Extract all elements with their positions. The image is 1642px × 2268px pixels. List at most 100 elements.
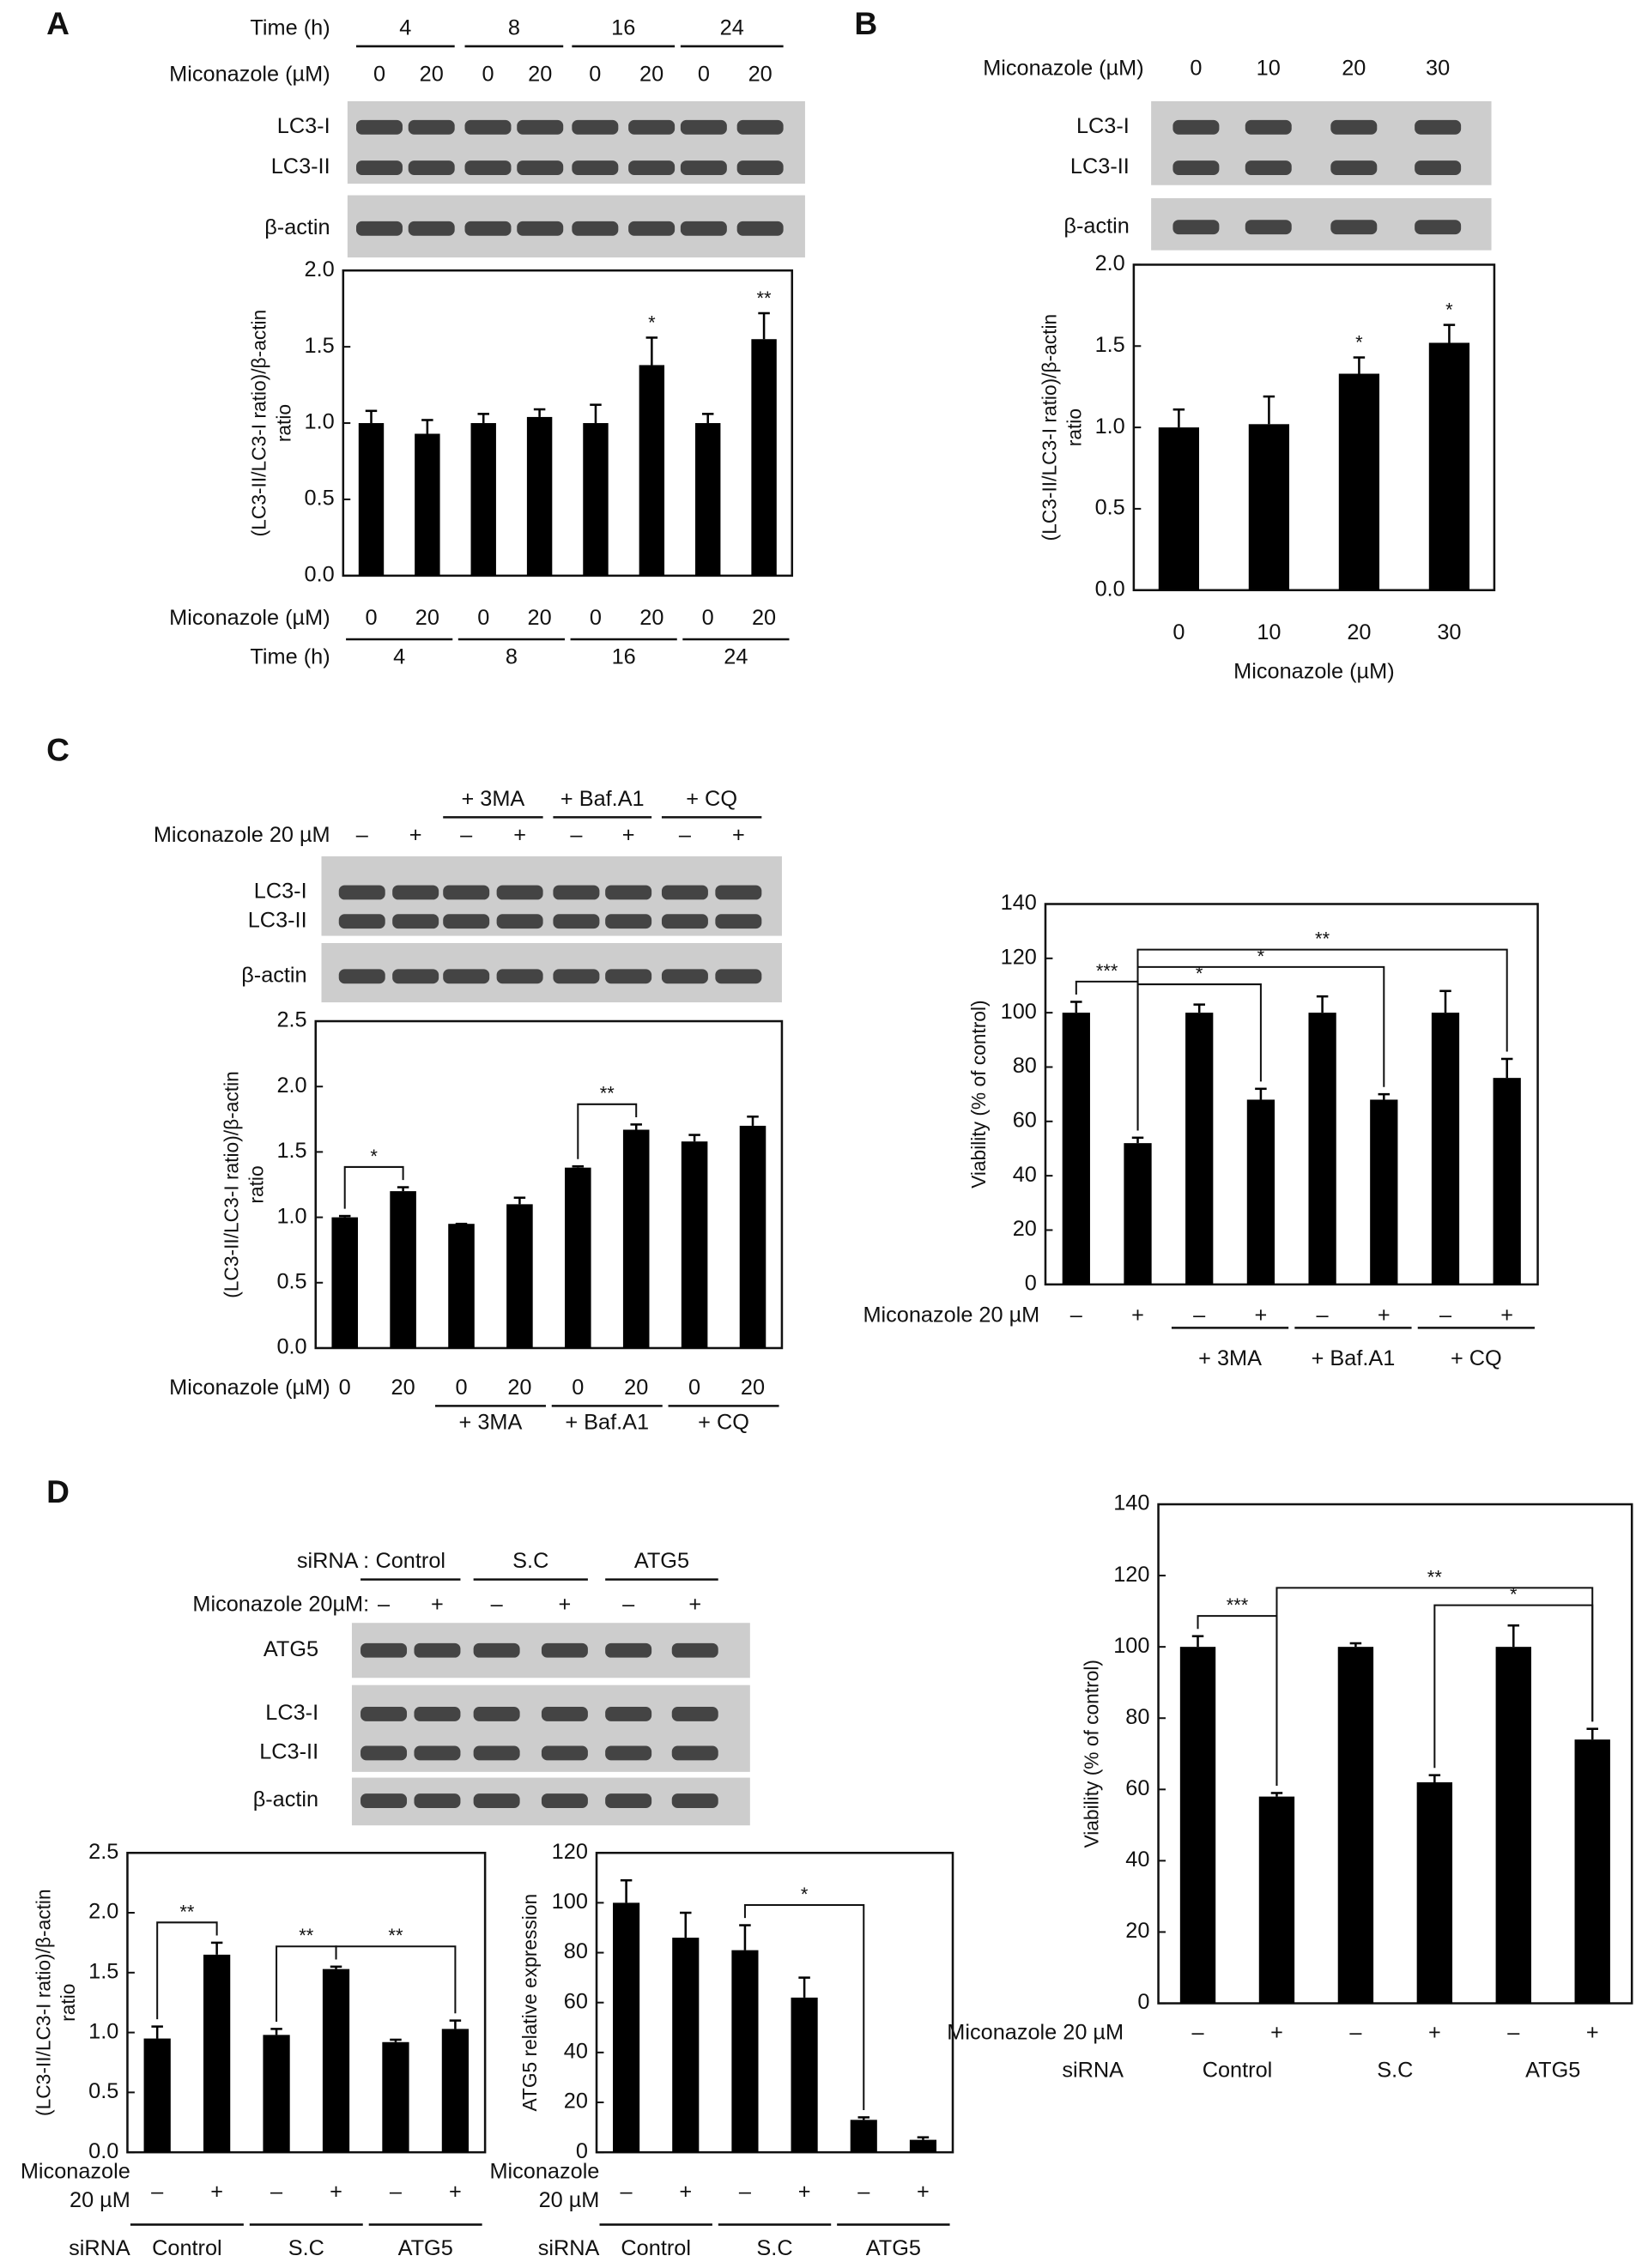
blot-band [605,914,652,929]
blot-row-label: β-actin [264,215,330,239]
y-tick-label: 140 [1113,1491,1149,1515]
bar [639,365,665,576]
blot-row-label: LC3-II [248,908,307,932]
blot-lane-label: Control [375,1549,445,1573]
blot-band [473,1793,520,1808]
blot-band [361,1745,408,1761]
blot-band [361,1793,408,1808]
y-tick-label: 0 [576,2139,588,2163]
blot-lane-label: 20 [748,62,773,86]
blot-lane-label: – [378,1593,391,1617]
bar [739,1125,766,1348]
blot-lane-label: 10 [1257,57,1281,81]
y-tick-label: 40 [1125,1848,1149,1872]
significance: ** [757,287,773,309]
x-tick-label: + [330,2180,342,2204]
bar [1338,373,1380,590]
blot-lane-label: – [491,1593,504,1617]
x-tick-label: 30 [1437,620,1461,644]
blot-band [671,1745,718,1761]
plot-frame [314,1019,784,1350]
blot-band [736,221,784,236]
blot-band [1330,220,1378,235]
y-tick-label: 120 [1001,946,1037,970]
x-tick-label: + [1270,2021,1283,2045]
blot-band [1172,220,1220,235]
y-tick-label: 0.0 [305,563,335,587]
blot-lane-label: + 3MA [462,787,525,811]
bar [731,1950,759,2153]
x-tick-label: + [1378,1303,1391,1328]
x-tick-label: 0 [339,1376,351,1400]
y-tick-label: 0 [1137,1990,1149,2014]
x-tick-label: – [270,2180,283,2204]
y-tick-label: 20 [1125,1919,1149,1943]
y-axis-label: ratio [57,1984,79,2022]
y-tick-label: 60 [1125,1776,1149,1800]
blot-lane-label: 0 [373,62,385,86]
blot-band [414,1745,461,1761]
x-tick-label: – [151,2180,164,2204]
blot-row-label: β-actin [241,963,306,987]
row-label: Miconazole 20 µM [863,1303,1039,1328]
blot-band [605,885,652,900]
blot-band [338,969,385,984]
blot-band [1415,119,1462,135]
blot-header-label: Miconazole (µM) [169,62,330,86]
significance: ** [600,1083,615,1104]
x-tick-label: 0 [590,606,602,630]
blot-band [605,969,652,984]
x-tick-label: + [1255,1303,1268,1328]
blot-lane-label: 20 [639,62,663,86]
significance: ** [179,1901,195,1922]
y-tick-label: 40 [1013,1163,1037,1187]
significance: * [1510,1584,1518,1606]
bar [672,1938,700,2153]
x-tick-label: 0 [702,606,714,630]
y-tick-label: 0.0 [1095,577,1125,601]
blot-band [443,969,490,984]
x-tick-label: – [1317,1303,1330,1328]
blot-lane-label: + [559,1593,572,1617]
blot-row-label: LC3-I [1076,114,1130,138]
group-label: Control [1203,2058,1273,2082]
blot-lane-label: – [570,823,583,847]
y-tick-label: 0 [1025,1271,1037,1295]
blot-lane-label: – [679,823,692,847]
y-tick-label: 60 [564,1989,588,2013]
x-tick-label: 10 [1257,620,1281,644]
blot-band [1415,160,1462,175]
blot-lane-label: 20 [528,62,552,86]
bar [1428,342,1470,590]
blot-band [661,969,708,984]
x-tick-label: 20 [752,606,776,630]
blot-band [661,914,708,929]
blot-band [553,969,600,984]
x-tick-label: + [1428,2021,1441,2045]
blot-row-label: LC3-II [259,1740,318,1764]
blot-band [572,221,619,236]
x-tick-label: 20 [507,1376,531,1400]
bar [1337,1647,1374,2004]
y-tick-label: 0.0 [88,2139,118,2163]
significance-bracket [343,1165,404,1209]
row-label: Miconazole 20 µM [947,2021,1124,2045]
blot-band [496,914,543,929]
significance: * [1196,963,1203,984]
y-tick-label: 0.5 [1095,496,1125,520]
bar [565,1167,591,1348]
x-tick-label: – [1349,2021,1362,2045]
x-tick-label: 20 [391,1376,415,1400]
group-label: + Baf.A1 [565,1410,649,1434]
bar [1179,1647,1216,2004]
bar [613,1902,640,2153]
bar [358,423,385,576]
blot-header-label: Miconazole 20 µM [154,823,330,847]
blot-band [1330,119,1378,135]
significance: * [648,311,656,333]
blot-band [671,1793,718,1808]
blot-strip [321,943,782,1003]
bar [390,1191,416,1348]
bar [470,423,496,576]
x-tick-label: – [1191,2021,1204,2045]
